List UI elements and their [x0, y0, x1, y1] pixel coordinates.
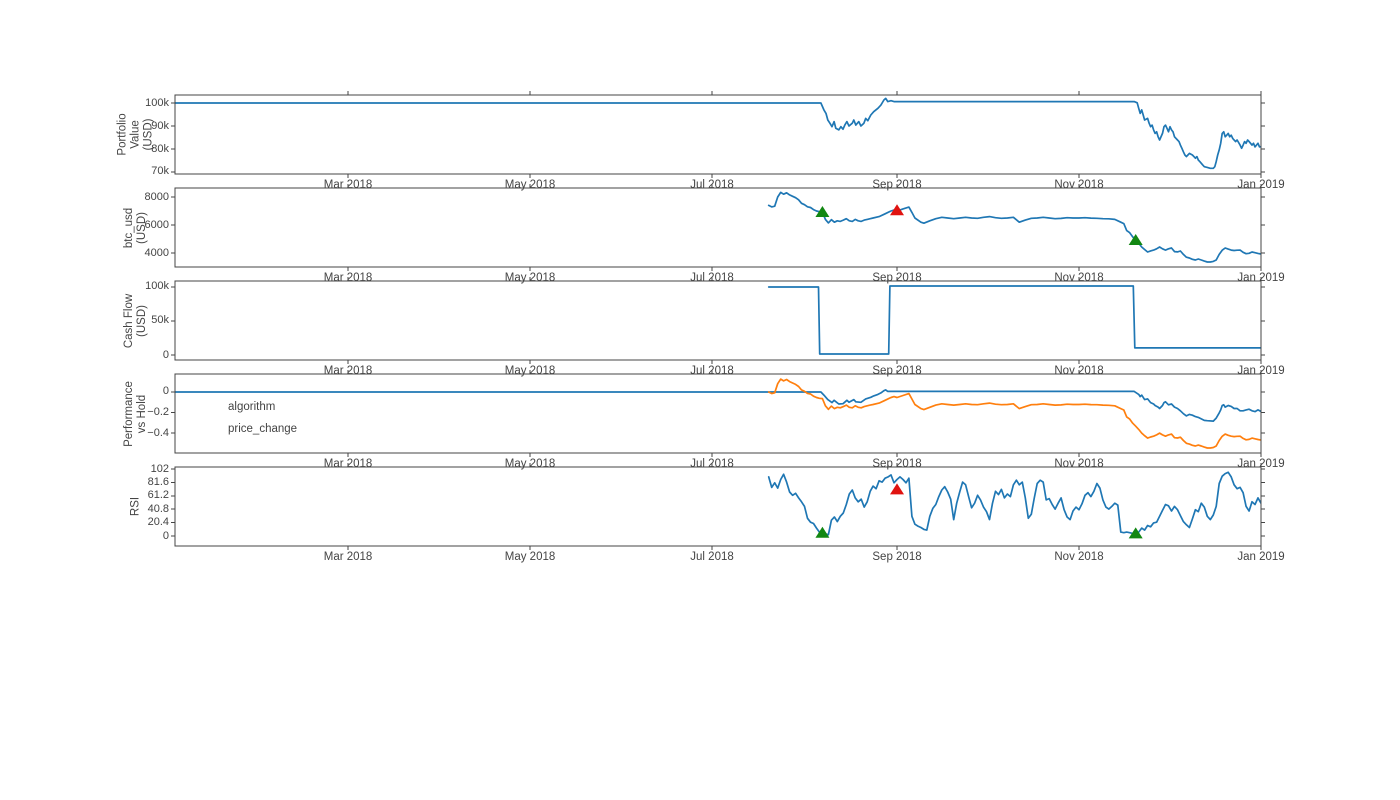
portfolio-plot-area[interactable] — [175, 95, 1261, 174]
cash-flow-xtick-Jan 2019: Jan 2019 — [1237, 365, 1285, 377]
cash-flow-xtick-May 2018: May 2018 — [504, 365, 556, 377]
cash-flow-plot-area[interactable] — [175, 281, 1261, 360]
rsi-panel-border — [174, 466, 1262, 547]
legend-item-price-change[interactable]: price_change — [228, 423, 298, 435]
performance-xtick-Nov 2018: Nov 2018 — [1054, 458, 1104, 470]
rsi-xtick-Sep 2018: Sep 2018 — [872, 551, 922, 563]
rsi-ytick-102: 102 — [150, 462, 169, 475]
charts-canvas — [171, 91, 1265, 550]
cash-flow-xtick-Jul 2018: Jul 2018 — [690, 365, 734, 377]
portfolio-ytick-80k: 80k — [151, 142, 169, 155]
performance-line-price_change — [767, 378, 1261, 449]
rsi-xtick-Jul 2018: Jul 2018 — [690, 551, 734, 563]
rsi-axis-title: RSI — [129, 496, 142, 517]
portfolio-ytick-100k: 100k — [145, 96, 169, 109]
rsi-ytick-61.2: 61.2 — [147, 489, 169, 502]
performance-xtick-Jul 2018: Jul 2018 — [690, 458, 734, 470]
btc-usd-xtick-Nov 2018: Nov 2018 — [1054, 272, 1104, 284]
rsi-plot-area[interactable] — [175, 467, 1261, 546]
performance-ytick-−0.4: −0.4 — [147, 426, 169, 439]
btc-usd-xtick-Sep 2018: Sep 2018 — [872, 272, 922, 284]
rsi-ytick-0: 0 — [162, 529, 169, 542]
legend-item-algorithm[interactable]: algorithm — [228, 401, 276, 413]
portfolio-panel-border — [174, 94, 1262, 175]
cash-flow-xtick-Mar 2018: Mar 2018 — [323, 365, 373, 377]
btc-usd-ytick-8000: 8000 — [144, 190, 169, 203]
btc-usd-panel-border — [174, 187, 1262, 268]
buy-marker — [1128, 527, 1143, 539]
performance-plot-area[interactable] — [175, 374, 1261, 453]
buy-marker — [1128, 233, 1143, 245]
rsi-xtick-Jan 2019: Jan 2019 — [1237, 551, 1285, 563]
rsi-xtick-May 2018: May 2018 — [504, 551, 556, 563]
sell-marker — [890, 204, 905, 216]
performance-xtick-Jan 2019: Jan 2019 — [1237, 458, 1285, 470]
portfolio-xtick-Mar 2018: Mar 2018 — [323, 179, 373, 191]
performance-ytick-0: 0 — [162, 385, 169, 398]
btc-usd-ytick-6000: 6000 — [144, 218, 169, 231]
rsi-ytick-40.8: 40.8 — [147, 502, 169, 515]
cash-flow-xtick-Nov 2018: Nov 2018 — [1054, 365, 1104, 377]
rsi-line-rsi — [767, 471, 1261, 536]
btc-usd-plot-area[interactable] — [175, 188, 1261, 267]
cash-flow-line-cash — [767, 285, 1261, 355]
performance-xtick-Mar 2018: Mar 2018 — [323, 458, 373, 470]
performance-ytick-−0.2: −0.2 — [147, 406, 169, 418]
btc-usd-xtick-Jul 2018: Jul 2018 — [690, 272, 734, 284]
btc-usd-ytick-4000: 4000 — [144, 246, 169, 259]
btc-usd-xtick-May 2018: May 2018 — [504, 272, 556, 284]
portfolio-ytick-90k: 90k — [151, 119, 169, 132]
portfolio-line-portfolio_value — [175, 97, 1261, 170]
buy-marker — [815, 526, 830, 538]
rsi-xtick-Nov 2018: Nov 2018 — [1054, 551, 1104, 563]
portfolio-xtick-Nov 2018: Nov 2018 — [1054, 179, 1104, 191]
sell-marker — [890, 483, 905, 495]
portfolio-xtick-Jul 2018: Jul 2018 — [690, 179, 734, 191]
cash-flow-ytick-50k: 50k — [151, 314, 169, 327]
performance-xtick-Sep 2018: Sep 2018 — [872, 458, 922, 470]
buy-marker — [815, 205, 830, 217]
btc-usd-line-btc_usd — [767, 191, 1261, 263]
cash-flow-ytick-0: 0 — [162, 348, 169, 361]
portfolio-ytick-70k: 70k — [151, 165, 169, 178]
btc-usd-xtick-Mar 2018: Mar 2018 — [323, 272, 373, 284]
rsi-xtick-Mar 2018: Mar 2018 — [323, 551, 373, 563]
portfolio-xtick-Jan 2019: Jan 2019 — [1237, 179, 1285, 191]
rsi-ytick-20.4: 20.4 — [147, 516, 169, 529]
portfolio-xtick-Sep 2018: Sep 2018 — [872, 179, 922, 191]
btc-usd-xtick-Jan 2019: Jan 2019 — [1237, 272, 1285, 284]
performance-xtick-May 2018: May 2018 — [504, 458, 556, 470]
rsi-ytick-81.6: 81.6 — [147, 475, 169, 488]
performance-legend: algorithm price_change — [228, 400, 297, 444]
cash-flow-xtick-Sep 2018: Sep 2018 — [872, 365, 922, 377]
performance-line-algorithm — [175, 389, 1261, 422]
cash-flow-ytick-100k: 100k — [145, 280, 169, 293]
portfolio-xtick-May 2018: May 2018 — [504, 179, 556, 191]
performance-panel-border — [174, 373, 1262, 454]
